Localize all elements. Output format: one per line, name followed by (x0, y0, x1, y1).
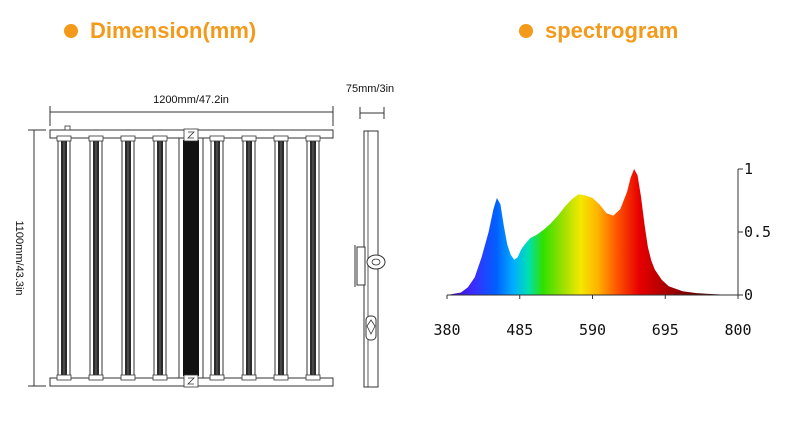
y-tick-label: 0 (744, 286, 753, 304)
light-bar (241, 135, 257, 381)
side-connector (365, 315, 377, 341)
bullet-icon (64, 24, 78, 38)
light-bars (56, 135, 321, 381)
light-bar (120, 135, 136, 381)
light-bar (152, 135, 168, 381)
side-bracket (356, 246, 366, 286)
y-tick-label: 1 (744, 160, 753, 178)
x-tick-label: 380 (433, 321, 460, 339)
driver-core (183, 140, 199, 376)
bullet-icon (519, 24, 533, 38)
bottom-hanger-mark (187, 377, 195, 385)
spectrogram-heading-text: spectrogram (545, 18, 679, 43)
x-ticks: 380 485 590 695 800 (433, 295, 752, 339)
height-dimension-line (28, 129, 46, 387)
spectrogram-heading: spectrogram (519, 14, 678, 48)
fixture-front-view: 1200mm/47.2in 1100mm/43.3in (13, 94, 334, 388)
dimension-heading-text: Dimension(mm) (90, 18, 257, 43)
light-bar (88, 135, 104, 381)
x-tick-label: 485 (506, 321, 533, 339)
top-hanger-mark (187, 131, 195, 139)
y-tick-label: 0.5 (744, 223, 771, 241)
x-tick-label: 695 (652, 321, 679, 339)
width-dimension-line (49, 106, 334, 126)
dimension-heading: Dimension(mm) (64, 14, 256, 48)
width-label: 1200mm/47.2in (153, 94, 229, 106)
mount-tab (64, 125, 71, 131)
x-tick-label: 590 (579, 321, 606, 339)
light-bar (209, 135, 225, 381)
light-bar (56, 135, 72, 381)
side-knob-inner (371, 258, 381, 266)
depth-label: 75mm/3in (346, 83, 394, 95)
light-bar (305, 135, 321, 381)
depth-dimension-line (359, 107, 385, 119)
y-ticks: 10.50 (738, 160, 771, 304)
spectrum-chart: 10.50 380 485 590 695 800 (433, 160, 771, 339)
side-connector-mark (366, 319, 376, 335)
fixture-side-view: 75mm/3in (346, 83, 394, 388)
light-bar (273, 135, 289, 381)
height-label: 1100mm/43.3in (13, 220, 25, 295)
x-tick-label: 800 (724, 321, 751, 339)
spectrum-area (447, 169, 738, 295)
